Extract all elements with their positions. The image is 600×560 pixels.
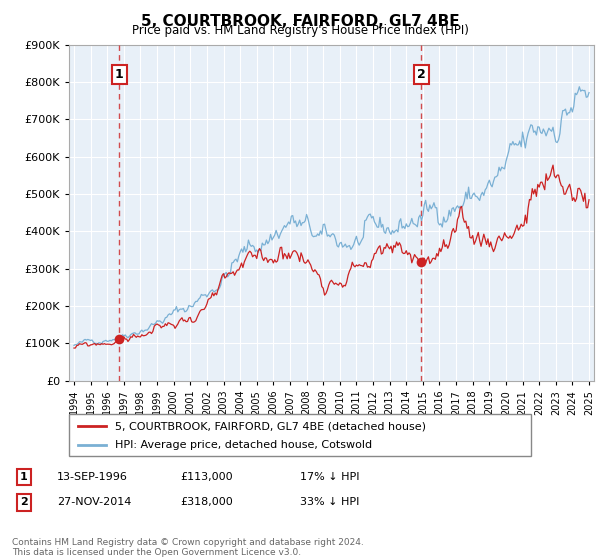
Text: 1: 1 [115,68,124,81]
Text: 13-SEP-1996: 13-SEP-1996 [57,472,128,482]
Text: HPI: Average price, detached house, Cotswold: HPI: Average price, detached house, Cots… [115,440,373,450]
Text: £318,000: £318,000 [180,497,233,507]
Text: Contains HM Land Registry data © Crown copyright and database right 2024.
This d: Contains HM Land Registry data © Crown c… [12,538,364,557]
Text: 1: 1 [20,472,28,482]
Text: 33% ↓ HPI: 33% ↓ HPI [300,497,359,507]
Text: 27-NOV-2014: 27-NOV-2014 [57,497,131,507]
Text: 2: 2 [417,68,425,81]
Text: £113,000: £113,000 [180,472,233,482]
FancyBboxPatch shape [69,414,531,456]
Text: 5, COURTBROOK, FAIRFORD, GL7 4BE (detached house): 5, COURTBROOK, FAIRFORD, GL7 4BE (detach… [115,421,426,431]
Text: Price paid vs. HM Land Registry's House Price Index (HPI): Price paid vs. HM Land Registry's House … [131,24,469,36]
Text: 2: 2 [20,497,28,507]
Text: 17% ↓ HPI: 17% ↓ HPI [300,472,359,482]
Text: 5, COURTBROOK, FAIRFORD, GL7 4BE: 5, COURTBROOK, FAIRFORD, GL7 4BE [140,14,460,29]
